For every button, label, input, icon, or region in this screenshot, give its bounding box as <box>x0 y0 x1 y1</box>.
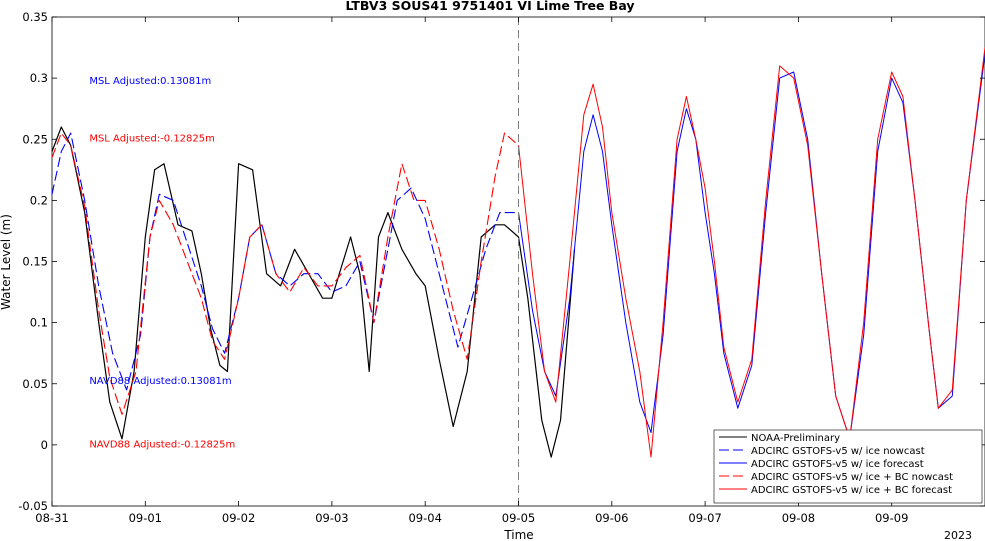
x-tick-label: 09-02 <box>222 511 255 525</box>
annotation-4: NAVD88 Adjusted:-0.12825m <box>89 439 235 450</box>
annotation-2: MSL Adjusted:-0.12825m <box>89 134 215 145</box>
legend-entry-label: ADCIRC GSTOFS-v5 w/ ice forecast <box>751 459 924 470</box>
x-tick-label: 09-05 <box>502 511 535 525</box>
y-axis-label: Water Level (m) <box>0 214 13 310</box>
x-tick-label: 09-01 <box>129 511 162 525</box>
y-tick-label: 0 <box>41 438 48 452</box>
legend-entry-label: ADCIRC GSTOFS-v5 w/ ice + BC nowcast <box>751 472 953 483</box>
x-tick-label: 09-08 <box>782 511 815 525</box>
series-line-adcirc-gstofs-v5-w-ice-bc-forecast <box>518 47 985 458</box>
y-tick-label: 0.05 <box>22 377 48 391</box>
x-axis-label: Time <box>503 528 533 541</box>
x-tick-label: 09-03 <box>315 511 348 525</box>
x-tick-label: 09-09 <box>875 511 908 525</box>
y-tick-label: 0.3 <box>30 71 48 85</box>
series-layer <box>51 47 985 458</box>
legend-entry-label: NOAA-Preliminary <box>751 433 840 444</box>
annotations-layer: MSL Adjusted:0.13081m MSL Adjusted:-0.128… <box>89 76 235 450</box>
series-line-noaa-preliminary <box>51 126 576 458</box>
series-line-adcirc-gstofs-v5-w-ice-forecast <box>518 53 985 440</box>
annotation-3: NAVD88 Adjusted:0.13081m <box>89 376 231 387</box>
year-label: 2023 <box>944 529 972 541</box>
legend-entry-label: ADCIRC GSTOFS-v5 w/ ice nowcast <box>751 446 925 457</box>
y-tick-label: 0.15 <box>22 255 48 269</box>
legend-box <box>713 429 983 504</box>
axes-layer: 08-31 09-01 09-02 09-03 09-04 09-05 09-06 09-07… <box>18 10 985 525</box>
series-line-adcirc-gstofs-v5-w-ice-bc-nowcast <box>51 132 519 415</box>
y-tick-label: 0.25 <box>22 132 48 146</box>
chart-title: LTBV3 SOUS41 9751401 VI Lime Tree Bay <box>345 0 634 13</box>
y-tick-label: 0.35 <box>22 10 48 24</box>
y-tick-label: 0.1 <box>30 316 48 330</box>
y-tick-label: -0.05 <box>18 499 48 513</box>
y-tick-label: 0.2 <box>30 193 48 207</box>
legend: NOAA-Preliminary ADCIRC GSTOFS-v5 w/ ice … <box>713 429 983 504</box>
legend-entry-label: ADCIRC GSTOFS-v5 w/ ice + BC forecast <box>751 485 952 496</box>
x-tick-label: 09-06 <box>595 511 628 525</box>
annotation-1: MSL Adjusted:0.13081m <box>89 76 211 87</box>
x-tick-label: 09-07 <box>688 511 721 525</box>
x-tick-label: 09-04 <box>408 511 441 525</box>
x-tick-label: 08-31 <box>35 511 68 525</box>
